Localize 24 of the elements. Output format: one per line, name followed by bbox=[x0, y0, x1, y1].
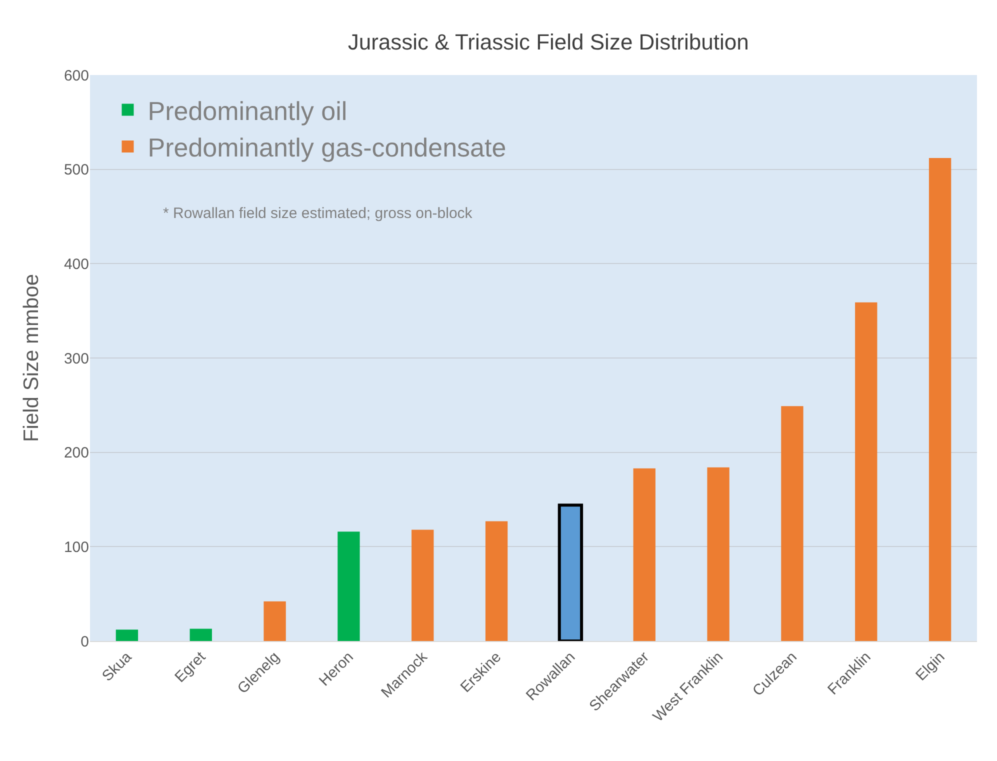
legend-label: Predominantly gas-condensate bbox=[148, 132, 506, 163]
bar bbox=[412, 530, 434, 641]
annotation: * Rowallan field size estimated; gross on-block bbox=[163, 205, 473, 222]
bar bbox=[558, 504, 584, 641]
bar bbox=[633, 468, 656, 641]
bar bbox=[116, 630, 138, 641]
bar bbox=[781, 406, 804, 641]
y-tick-label: 600 bbox=[64, 67, 89, 84]
bar bbox=[190, 628, 212, 641]
bar bbox=[485, 521, 508, 641]
chart-title: Jurassic & Triassic Field Size Distribution bbox=[348, 30, 749, 55]
y-tick-label: 0 bbox=[80, 633, 89, 650]
bar bbox=[855, 302, 878, 641]
y-tick-label: 100 bbox=[64, 538, 89, 556]
y-tick-label: 200 bbox=[64, 444, 89, 462]
y-tick-label: 400 bbox=[64, 256, 89, 273]
y-tick-label: 500 bbox=[64, 162, 89, 179]
bar bbox=[264, 601, 286, 641]
bar bbox=[338, 532, 360, 641]
bar bbox=[928, 158, 952, 641]
bar bbox=[707, 467, 730, 641]
y-axis-title: Field Size mmboe bbox=[20, 274, 43, 442]
legend-label: Predominantly oil bbox=[148, 96, 348, 126]
y-tick-label: 300 bbox=[64, 350, 89, 368]
